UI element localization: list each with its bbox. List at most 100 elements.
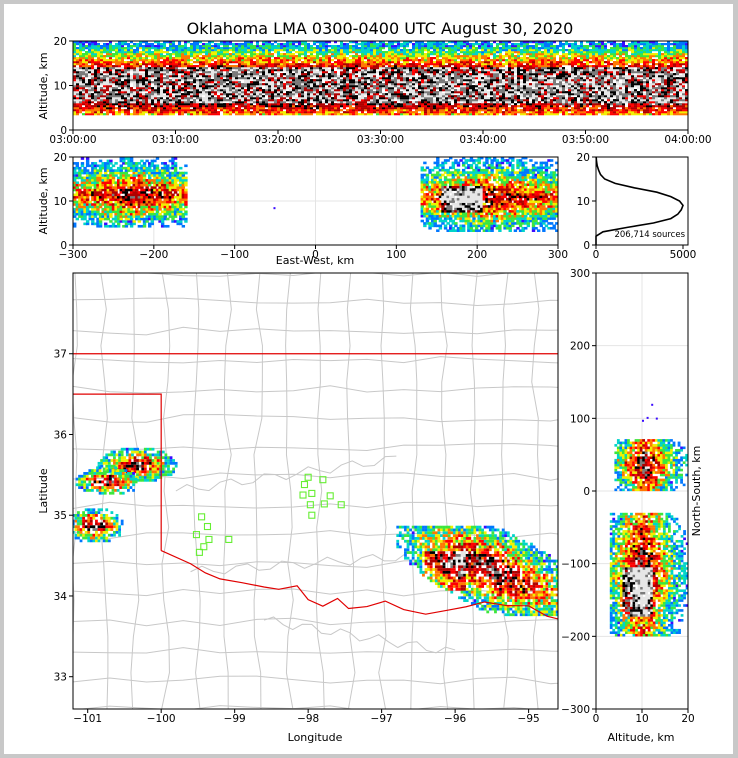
- density-cell: [427, 75, 430, 78]
- density-cell: [289, 71, 292, 74]
- density-cell: [343, 63, 346, 66]
- density-cell: [310, 55, 313, 58]
- density-cell: [268, 65, 271, 68]
- density-cell: [103, 55, 106, 58]
- density-cell: [229, 81, 232, 84]
- density-cell: [364, 103, 367, 106]
- density-cell: [301, 67, 304, 70]
- density-cell: [382, 97, 385, 100]
- density-cell: [475, 41, 478, 44]
- density-cell: [379, 61, 382, 64]
- density-cell: [427, 51, 430, 54]
- density-cell: [370, 63, 373, 66]
- density-cell: [289, 97, 292, 100]
- density-cell: [466, 107, 469, 110]
- density-cell: [487, 49, 490, 52]
- density-cell: [346, 47, 349, 50]
- density-cell: [493, 111, 496, 114]
- density-cell: [202, 107, 205, 110]
- density-cell: [379, 51, 382, 54]
- density-cell: [418, 99, 421, 102]
- density-cell: [460, 105, 463, 108]
- density-cell: [169, 109, 172, 112]
- density-cell: [217, 87, 220, 90]
- density-cell: [289, 59, 292, 62]
- density-cell: [193, 93, 196, 96]
- density-cell: [454, 111, 457, 114]
- density-cell: [340, 69, 343, 72]
- density-cell: [385, 43, 388, 46]
- density-cell: [466, 73, 469, 76]
- density-cell: [187, 73, 190, 76]
- density-cell: [145, 67, 148, 70]
- density-cell: [172, 101, 175, 104]
- density-cell: [286, 87, 289, 90]
- density-cell: [430, 107, 433, 110]
- density-cell: [133, 83, 136, 86]
- density-cell: [283, 89, 286, 92]
- density-cell: [157, 41, 160, 44]
- density-cell: [445, 101, 448, 104]
- density-cell: [265, 43, 268, 46]
- density-cell: [109, 103, 112, 106]
- density-cell: [175, 77, 178, 80]
- density-cell: [433, 107, 436, 110]
- density-cell: [361, 99, 364, 102]
- density-cell: [136, 43, 139, 46]
- density-cell: [376, 101, 379, 104]
- density-cell: [421, 49, 424, 52]
- density-cell: [409, 59, 412, 62]
- density-cell: [403, 51, 406, 54]
- density-cell: [121, 41, 124, 44]
- density-cell: [454, 71, 457, 74]
- density-cell: [355, 109, 358, 112]
- density-cell: [202, 77, 205, 80]
- density-cell: [343, 43, 346, 46]
- density-cell: [136, 87, 139, 90]
- density-cell: [457, 55, 460, 58]
- density-cell: [352, 99, 355, 102]
- density-cell: [457, 105, 460, 108]
- density-cell: [280, 93, 283, 96]
- density-cell: [454, 83, 457, 86]
- density-cell: [355, 79, 358, 82]
- density-cell: [220, 109, 223, 112]
- density-cell: [484, 103, 487, 106]
- density-cell: [484, 95, 487, 98]
- density-cell: [346, 95, 349, 98]
- density-cell: [118, 109, 121, 112]
- density-cell: [214, 45, 217, 48]
- density-cell: [103, 69, 106, 72]
- density-cell: [370, 73, 373, 76]
- density-cell: [385, 61, 388, 64]
- density-cell: [244, 65, 247, 68]
- density-cell: [394, 103, 397, 106]
- density-cell: [142, 69, 145, 72]
- density-cell: [232, 97, 235, 100]
- density-cell: [139, 51, 142, 54]
- density-cell: [415, 63, 418, 66]
- density-cell: [244, 91, 247, 94]
- density-cell: [226, 85, 229, 88]
- density-cell: [280, 95, 283, 98]
- density-cell: [409, 91, 412, 94]
- density-cell: [142, 77, 145, 80]
- density-cell: [388, 79, 391, 82]
- density-cell: [85, 71, 88, 74]
- density-cell: [484, 81, 487, 84]
- density-cell: [88, 107, 91, 110]
- density-cell: [232, 101, 235, 104]
- density-cell: [352, 47, 355, 50]
- density-cell: [208, 57, 211, 60]
- density-cell: [187, 41, 190, 44]
- density-cell: [244, 73, 247, 76]
- density-cell: [265, 99, 268, 102]
- density-cell: [109, 109, 112, 112]
- density-cell: [367, 69, 370, 72]
- density-cell: [235, 111, 238, 114]
- density-cell: [358, 61, 361, 64]
- density-cell: [214, 109, 217, 112]
- density-cell: [487, 41, 490, 44]
- density-cell: [391, 41, 394, 44]
- density-cell: [211, 59, 214, 62]
